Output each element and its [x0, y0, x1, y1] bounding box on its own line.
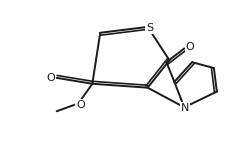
Text: O: O [46, 73, 55, 83]
Text: O: O [186, 42, 195, 52]
Text: S: S [146, 23, 153, 33]
Text: O: O [76, 100, 85, 110]
Text: N: N [181, 103, 190, 113]
